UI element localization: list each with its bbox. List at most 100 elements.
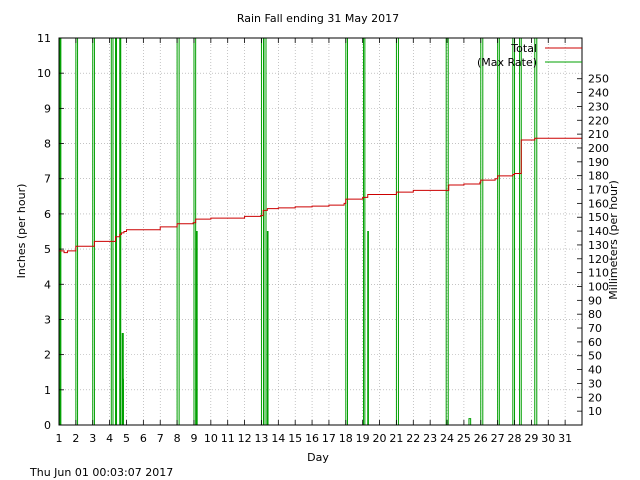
x-tick-label: 15 [288,432,302,445]
x-tick-label: 21 [389,432,403,445]
y2-tick-label: 170 [588,184,609,197]
max-rate-spike [266,231,269,425]
y2-tick-label: 110 [588,267,609,280]
max-rate-spike [497,37,500,425]
max-rate-spike [115,37,118,425]
max-rate-spike [59,37,62,425]
chart-title: Rain Fall ending 31 May 2017 [237,12,399,25]
x-tick-label: 12 [238,432,252,445]
y2-tick-label: 10 [588,405,602,418]
max-rate-spike [367,231,369,425]
y2-tick-label: 120 [588,253,609,266]
y2-tick-label: 200 [588,142,609,155]
x-tick-label: 28 [508,432,522,445]
x-tick-label: 6 [140,432,147,445]
x-tick-label: 10 [204,432,218,445]
y2-tick-label: 210 [588,128,609,141]
max-rate-spike [345,37,348,425]
y-tick-label: 4 [44,278,51,291]
y2-tick-label: 20 [588,391,602,404]
y2-tick-label: 180 [588,170,609,183]
y2-tick-label: 160 [588,197,609,210]
x-tick-label: 3 [89,432,96,445]
y-tick-label: 5 [44,243,51,256]
y-tick-label: 10 [37,67,51,80]
max-rate-spike [263,37,267,425]
x-tick-label: 20 [373,432,387,445]
max-rate-spike [519,37,522,425]
x-tick-label: 29 [524,432,538,445]
y-tick-label: 0 [44,419,51,432]
max-rate-spike [512,37,516,425]
max-rate-spike [195,231,198,425]
x-tick-label: 7 [157,432,164,445]
y-tick-label: 7 [44,173,51,186]
x-tick-label: 23 [423,432,437,445]
max-rate-spike [445,37,449,425]
max-rate-spike [193,37,197,425]
max-rate-spike [534,37,538,425]
plot-frame [58,37,583,426]
y2-tick-label: 90 [588,294,602,307]
y2-tick-label: 190 [588,156,609,169]
max-rate-spike [395,37,399,425]
y2-tick-label: 230 [588,100,609,113]
x-tick-label: 14 [271,432,285,445]
x-tick-label: 8 [174,432,181,445]
y-tick-label: 6 [44,208,51,221]
y-tick-label: 8 [44,138,51,151]
plot-series [59,37,583,425]
x-tick-label: 18 [339,432,353,445]
x-tick-label: 31 [558,432,572,445]
x-tick-label: 27 [491,432,505,445]
y-axis-label: Inches (per hour) [15,184,28,279]
x-tick-label: 4 [106,432,113,445]
y2-tick-label: 40 [588,364,602,377]
y2-tick-label: 100 [588,280,609,293]
x-tick-label: 2 [72,432,79,445]
y-tick-label: 9 [44,102,51,115]
max-rate-spike [468,418,472,425]
y2-tick-label: 150 [588,211,609,224]
y2-tick-label: 80 [588,308,602,321]
max-rate-spike [110,37,114,425]
x-tick-label: 17 [322,432,336,445]
y-tick-label: 2 [44,349,51,362]
y2-tick-label: 70 [588,322,602,335]
x-tick-label: 24 [440,432,454,445]
x-tick-label: 9 [190,432,197,445]
y-tick-label: 3 [44,313,51,326]
y2-tick-label: 250 [588,73,609,86]
max-rate-spike [122,378,124,425]
x-tick-label: 19 [356,432,370,445]
footer-timestamp: Thu Jun 01 00:03:07 2017 [29,466,173,479]
max-rate-spike [260,37,264,425]
legend-label-max-rate: (Max Rate) [477,56,537,69]
legend-label-total: Total [510,42,537,55]
y2-tick-label: 220 [588,114,609,127]
max-rate-spike [75,37,79,425]
x-tick-label: 25 [457,432,471,445]
max-rate-spike [119,37,122,425]
x-tick-label: 22 [406,432,420,445]
y-tick-label: 11 [37,32,51,45]
max-rate-spike [363,37,366,425]
y2-tick-label: 60 [588,336,602,349]
tick-labels: 1 2 3 4 5 6 7 8 9 10 11 12 13 14 15 16 17 18 19 20 21 22 23 24 2… [37,32,609,445]
y2-tick-label: 50 [588,350,602,363]
x-tick-label: 11 [221,432,235,445]
max-rate-spike [92,37,95,425]
legend: Total (Max Rate) [477,42,582,69]
y2-tick-label: 240 [588,87,609,100]
x-tick-label: 5 [123,432,130,445]
y-tick-label: 1 [44,384,51,397]
total-series-line [59,135,583,254]
max-rate-spike [176,37,180,425]
x-tick-label: 26 [474,432,488,445]
x-tick-label: 1 [56,432,63,445]
axes [58,37,583,426]
y2-tick-label: 30 [588,377,602,390]
grid-lines [59,38,582,425]
y2-axis-label: Millimeters (per hour) [607,180,620,300]
